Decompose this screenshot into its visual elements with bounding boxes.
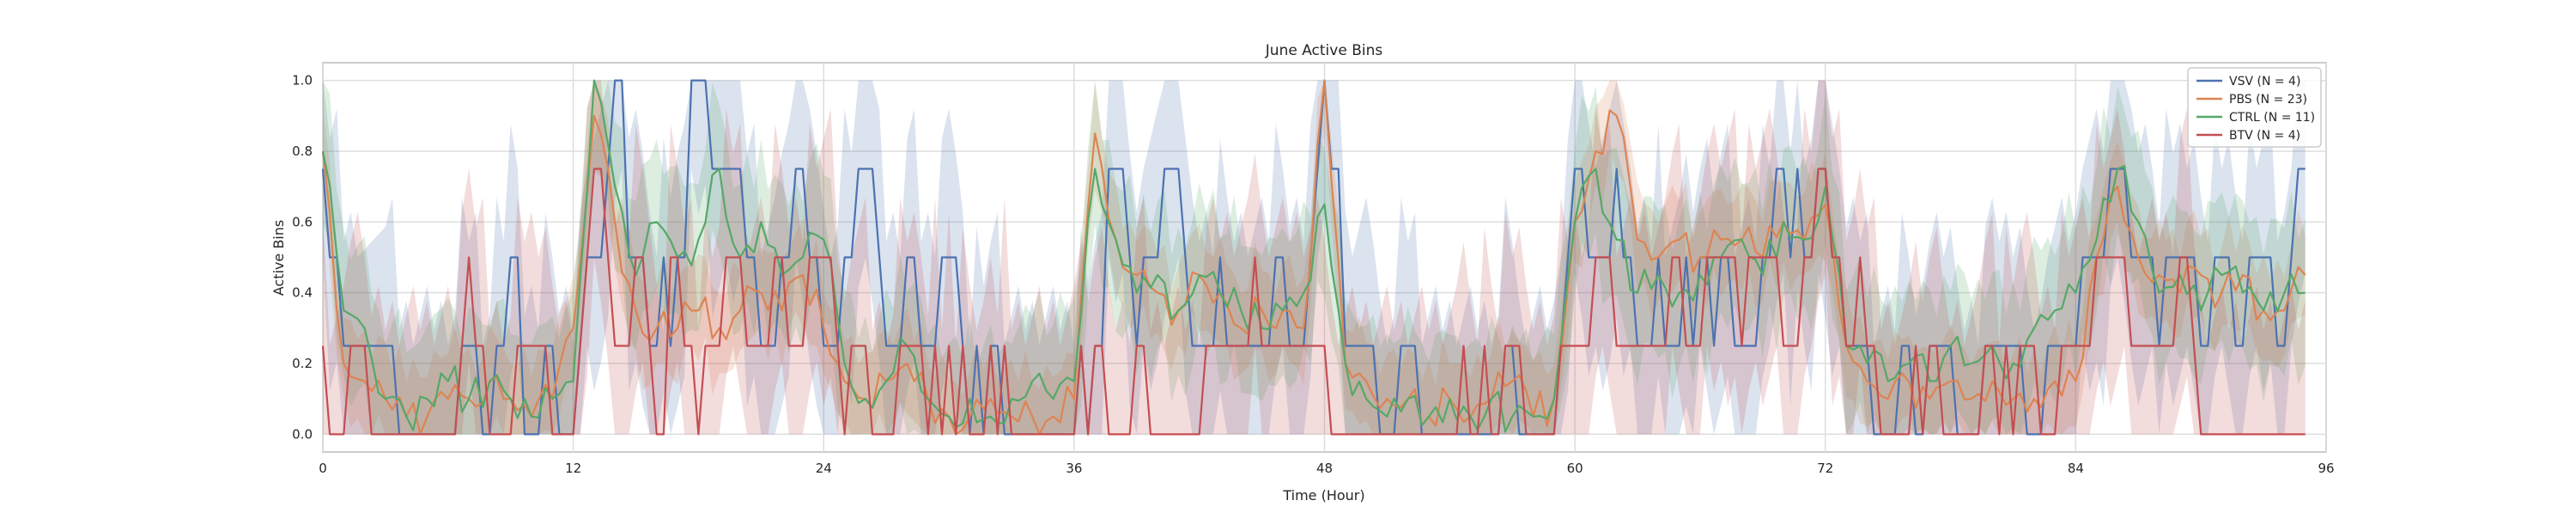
- x-axis-label: Time (Hour): [1282, 487, 1364, 504]
- series-lines: [321, 79, 2306, 436]
- x-tick-label: 36: [1066, 461, 1082, 476]
- x-tick-label: 60: [1567, 461, 1583, 476]
- x-tick-labels: 0 12 24 36 48 60 72 84 96: [319, 461, 2334, 476]
- series-line-2: [321, 79, 2306, 433]
- y-tick-label: 0.4: [292, 285, 313, 301]
- y-tick-label: 0.8: [292, 143, 313, 159]
- legend-label: PBS (N = 23): [2229, 93, 2307, 107]
- x-tick-label: 12: [565, 461, 581, 476]
- x-tick-label: 72: [1817, 461, 1833, 476]
- y-tick-label: 0.2: [292, 356, 313, 371]
- x-tick-label: 0: [319, 461, 327, 476]
- y-axis-label: Active Bins: [270, 220, 287, 296]
- confidence-band-3: [323, 80, 2306, 435]
- y-tick-labels: 0.0 0.2 0.4 0.6 0.8 1.0: [292, 73, 313, 443]
- confidence-band-2: [323, 80, 2306, 435]
- x-tick-label: 48: [1316, 461, 1333, 476]
- y-tick-label: 1.0: [292, 73, 313, 89]
- x-tick-label: 24: [816, 461, 832, 476]
- legend-label: VSV (N = 4): [2229, 75, 2300, 89]
- chart-title: June Active Bins: [1265, 42, 1383, 59]
- confidence-bands: [323, 80, 2306, 435]
- legend: VSV (N = 4) PBS (N = 23) CTRL (N = 11) BTV …: [2187, 67, 2322, 148]
- legend-label: CTRL (N = 11): [2229, 111, 2315, 125]
- y-tick-label: 0.0: [292, 426, 313, 442]
- y-tick-label: 0.6: [292, 214, 313, 229]
- series-line-3: [321, 168, 2306, 436]
- legend-frame: [2187, 67, 2322, 148]
- legend-label: BTV (N = 4): [2229, 129, 2300, 143]
- x-tick-label: 96: [2318, 461, 2334, 476]
- confidence-band-0: [323, 80, 2306, 435]
- confidence-band-1: [323, 80, 2306, 435]
- series-line-1: [321, 79, 2306, 436]
- legend-items: VSV (N = 4) PBS (N = 23) CTRL (N = 11) BTV …: [2196, 75, 2315, 143]
- x-tick-label: 84: [2068, 461, 2084, 476]
